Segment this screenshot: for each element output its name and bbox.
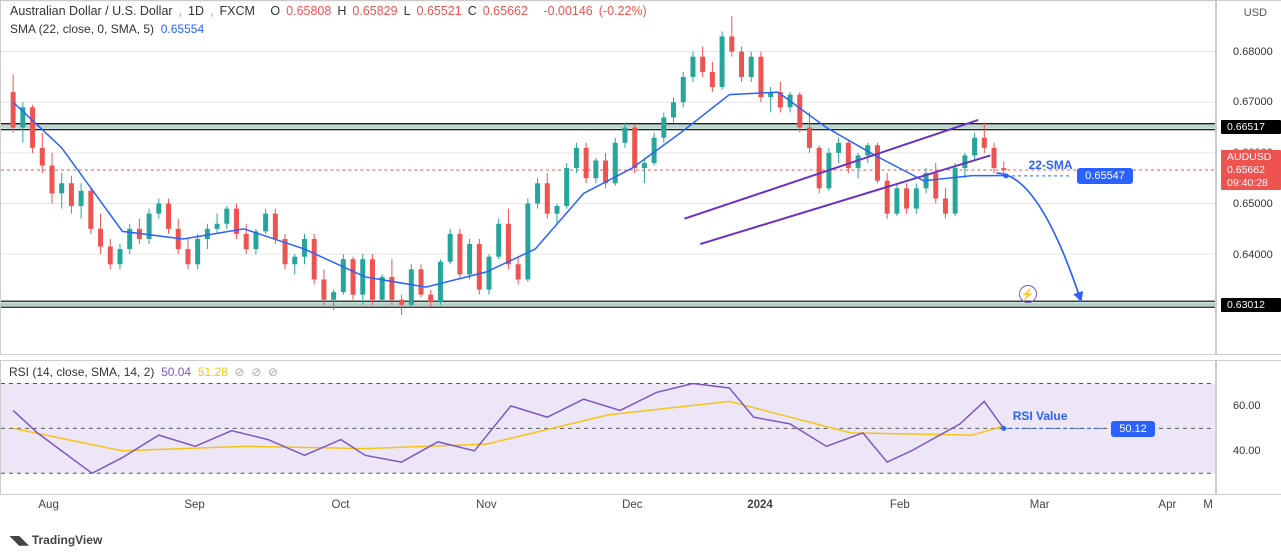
time-tick-end: M: [1203, 499, 1213, 511]
last-price-badge: 0.65662: [1221, 163, 1281, 177]
price-tick: 0.67000: [1225, 96, 1281, 108]
time-tick: Mar: [1030, 499, 1050, 511]
rsi-anno-badge: 50.12: [1111, 421, 1155, 437]
sma-anno-badge: 0.65547: [1077, 168, 1133, 184]
ohlc-open: 0.65808: [286, 4, 331, 18]
sma-anno-text: 22-SMA: [1029, 158, 1073, 172]
chart-wrap: Australian Dollar / U.S. Dollar , 1D , F…: [0, 0, 1281, 553]
hline-badge: 0.66517: [1221, 120, 1281, 134]
chart-header: Australian Dollar / U.S. Dollar , 1D , F…: [10, 4, 647, 18]
data-source: FXCM: [220, 4, 255, 18]
timeframe: 1D: [188, 4, 204, 18]
time-tick: Nov: [476, 499, 496, 511]
time-tick: Aug: [38, 499, 58, 511]
y-axis-unit: USD: [1244, 7, 1267, 19]
ohlc-change-pct: (-0.22%): [599, 4, 647, 18]
price-plot: [1, 1, 1215, 355]
sma-label: SMA (22, close, 0, SMA, 5): [10, 22, 154, 36]
ohlc-c-label: C: [468, 4, 477, 18]
rsi-dots: ⊘ ⊘ ⊘: [234, 365, 278, 379]
time-tick: Apr: [1158, 499, 1176, 511]
rsi-label: RSI (14, close, SMA, 14, 2): [9, 365, 154, 379]
rsi-pane[interactable]: RSI (14, close, SMA, 14, 2) 50.04 51.28 …: [0, 360, 1216, 495]
price-tick: 0.68000: [1225, 46, 1281, 58]
tradingview-watermark: ◥◣ TradingView: [10, 533, 102, 547]
rsi-tick: 40.00: [1225, 445, 1281, 457]
rsi-plot: [1, 361, 1215, 496]
time-tick: Oct: [332, 499, 350, 511]
ohlc-l-label: L: [404, 4, 411, 18]
price-pane[interactable]: 22-SMA 0.65547: [0, 0, 1216, 355]
time-tick: 2024: [747, 499, 773, 511]
countdown-badge: 09:40:28: [1221, 176, 1281, 190]
flash-icon[interactable]: ⚡: [1019, 285, 1037, 303]
rsi-y-axis: 40.00 60.00: [1216, 360, 1281, 495]
ohlc-h-label: H: [337, 4, 346, 18]
sma-legend: SMA (22, close, 0, SMA, 5) 0.65554: [10, 22, 204, 36]
ohlc-close: 0.65662: [483, 4, 528, 18]
rsi-tick: 60.00: [1225, 400, 1281, 412]
sma-value: 0.65554: [161, 22, 204, 36]
price-tick: 0.64000: [1225, 249, 1281, 261]
rsi-value-2: 51.28: [198, 365, 228, 379]
time-tick: Feb: [890, 499, 910, 511]
price-tick: 0.65000: [1225, 198, 1281, 210]
hline-badge: 0.63012: [1221, 298, 1281, 312]
ohlc-change: -0.00146: [543, 4, 592, 18]
rsi-anno-text: RSI Value: [1013, 409, 1068, 423]
ohlc-low: 0.65521: [417, 4, 462, 18]
ticker-badge: AUDUSD: [1221, 150, 1281, 164]
time-tick: Sep: [184, 499, 204, 511]
ohlc-high: 0.65829: [352, 4, 397, 18]
ohlc-o-label: O: [270, 4, 280, 18]
time-axis: Aug Sep Oct Nov Dec 2024 Feb Mar Apr M: [0, 495, 1216, 519]
rsi-legend: RSI (14, close, SMA, 14, 2) 50.04 51.28 …: [9, 365, 278, 379]
price-y-axis: USD 0.640000.650000.660000.670000.680000…: [1216, 0, 1281, 355]
rsi-value-1: 50.04: [161, 365, 191, 379]
time-tick: Dec: [622, 499, 642, 511]
instrument-title: Australian Dollar / U.S. Dollar: [10, 4, 173, 18]
